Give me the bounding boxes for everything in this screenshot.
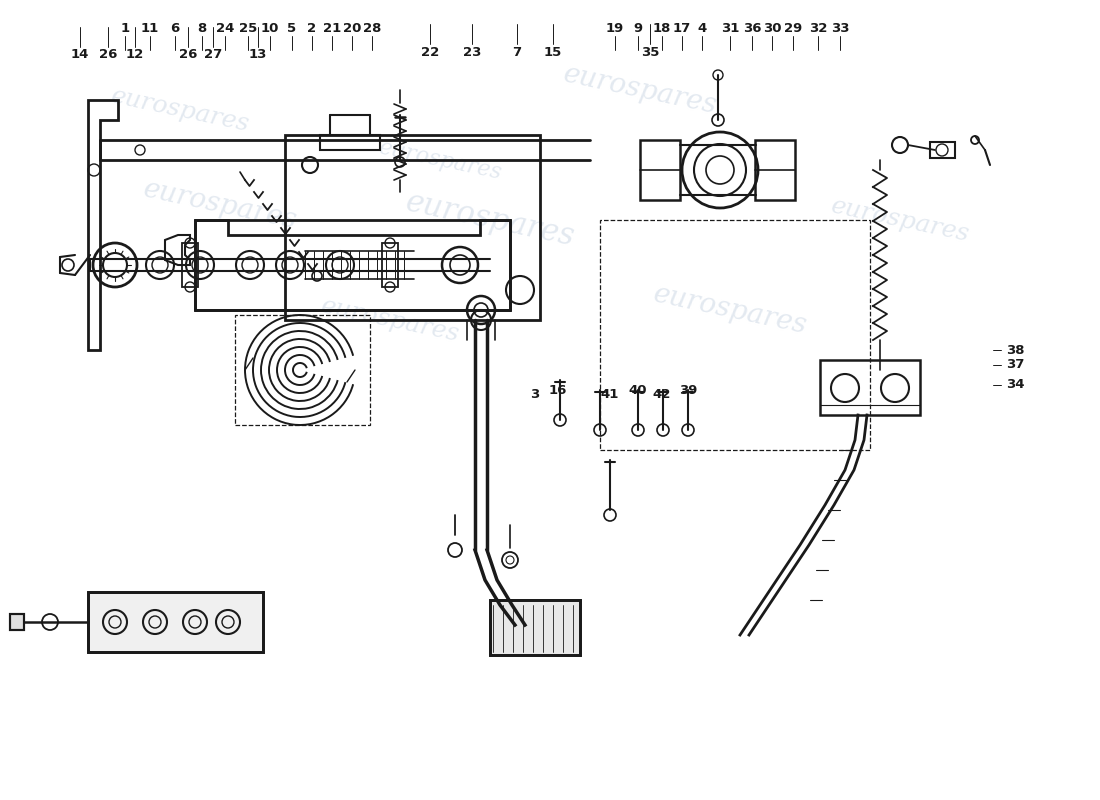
Text: 3: 3: [530, 389, 540, 402]
Text: 36: 36: [742, 22, 761, 34]
Text: 40: 40: [629, 383, 647, 397]
Bar: [755, 140, 795, 200]
Bar: [930, 142, 955, 158]
Bar: [10, 614, 24, 630]
Text: 30: 30: [762, 22, 781, 34]
Text: 9: 9: [634, 22, 642, 34]
Text: 17: 17: [673, 22, 691, 34]
Bar: [88, 592, 263, 652]
Text: eurospares: eurospares: [319, 294, 462, 346]
Text: 6: 6: [170, 22, 179, 34]
Text: 38: 38: [1005, 343, 1024, 357]
Text: 24: 24: [216, 22, 234, 34]
Text: 33: 33: [830, 22, 849, 34]
Bar: [382, 243, 398, 287]
Text: eurospares: eurospares: [141, 175, 299, 234]
Text: eurospares: eurospares: [109, 84, 252, 136]
Text: 16: 16: [549, 383, 568, 397]
Text: 29: 29: [784, 22, 802, 34]
Bar: [490, 600, 580, 655]
Text: 35: 35: [641, 46, 659, 58]
Text: 28: 28: [363, 22, 382, 34]
Text: 18: 18: [652, 22, 671, 34]
Text: eurospares: eurospares: [376, 136, 504, 184]
Text: 23: 23: [463, 46, 481, 58]
Text: 20: 20: [343, 22, 361, 34]
Text: 26: 26: [179, 49, 197, 62]
Bar: [490, 600, 580, 655]
Bar: [182, 243, 198, 287]
Text: eurospares: eurospares: [403, 187, 578, 253]
Text: 39: 39: [679, 383, 697, 397]
Bar: [10, 614, 24, 630]
Text: 5: 5: [287, 22, 297, 34]
Text: 7: 7: [513, 46, 521, 58]
Text: 25: 25: [239, 22, 257, 34]
Text: eurospares: eurospares: [561, 61, 719, 119]
Text: 21: 21: [323, 22, 341, 34]
Text: 32: 32: [808, 22, 827, 34]
Text: 22: 22: [421, 46, 439, 58]
Text: 15: 15: [543, 46, 562, 58]
Bar: [600, 220, 870, 450]
Bar: [640, 140, 680, 200]
Bar: [88, 592, 263, 652]
Text: 4: 4: [697, 22, 706, 34]
Text: 26: 26: [99, 49, 118, 62]
Text: 42: 42: [652, 389, 671, 402]
Text: 13: 13: [249, 49, 267, 62]
Text: 8: 8: [197, 22, 207, 34]
Text: eurospares: eurospares: [650, 281, 810, 339]
Text: 27: 27: [204, 49, 222, 62]
Text: 31: 31: [720, 22, 739, 34]
Text: 34: 34: [1005, 378, 1024, 391]
Bar: [235, 315, 370, 425]
Text: 41: 41: [601, 389, 619, 402]
Text: 2: 2: [307, 22, 317, 34]
Bar: [320, 135, 379, 150]
Text: 1: 1: [120, 22, 130, 34]
Text: 12: 12: [125, 49, 144, 62]
Text: 37: 37: [1005, 358, 1024, 371]
Text: 19: 19: [606, 22, 624, 34]
Bar: [285, 135, 540, 320]
Bar: [820, 360, 920, 415]
Text: 14: 14: [70, 49, 89, 62]
Text: eurospares: eurospares: [828, 194, 971, 246]
Text: 11: 11: [141, 22, 160, 34]
Text: 10: 10: [261, 22, 279, 34]
